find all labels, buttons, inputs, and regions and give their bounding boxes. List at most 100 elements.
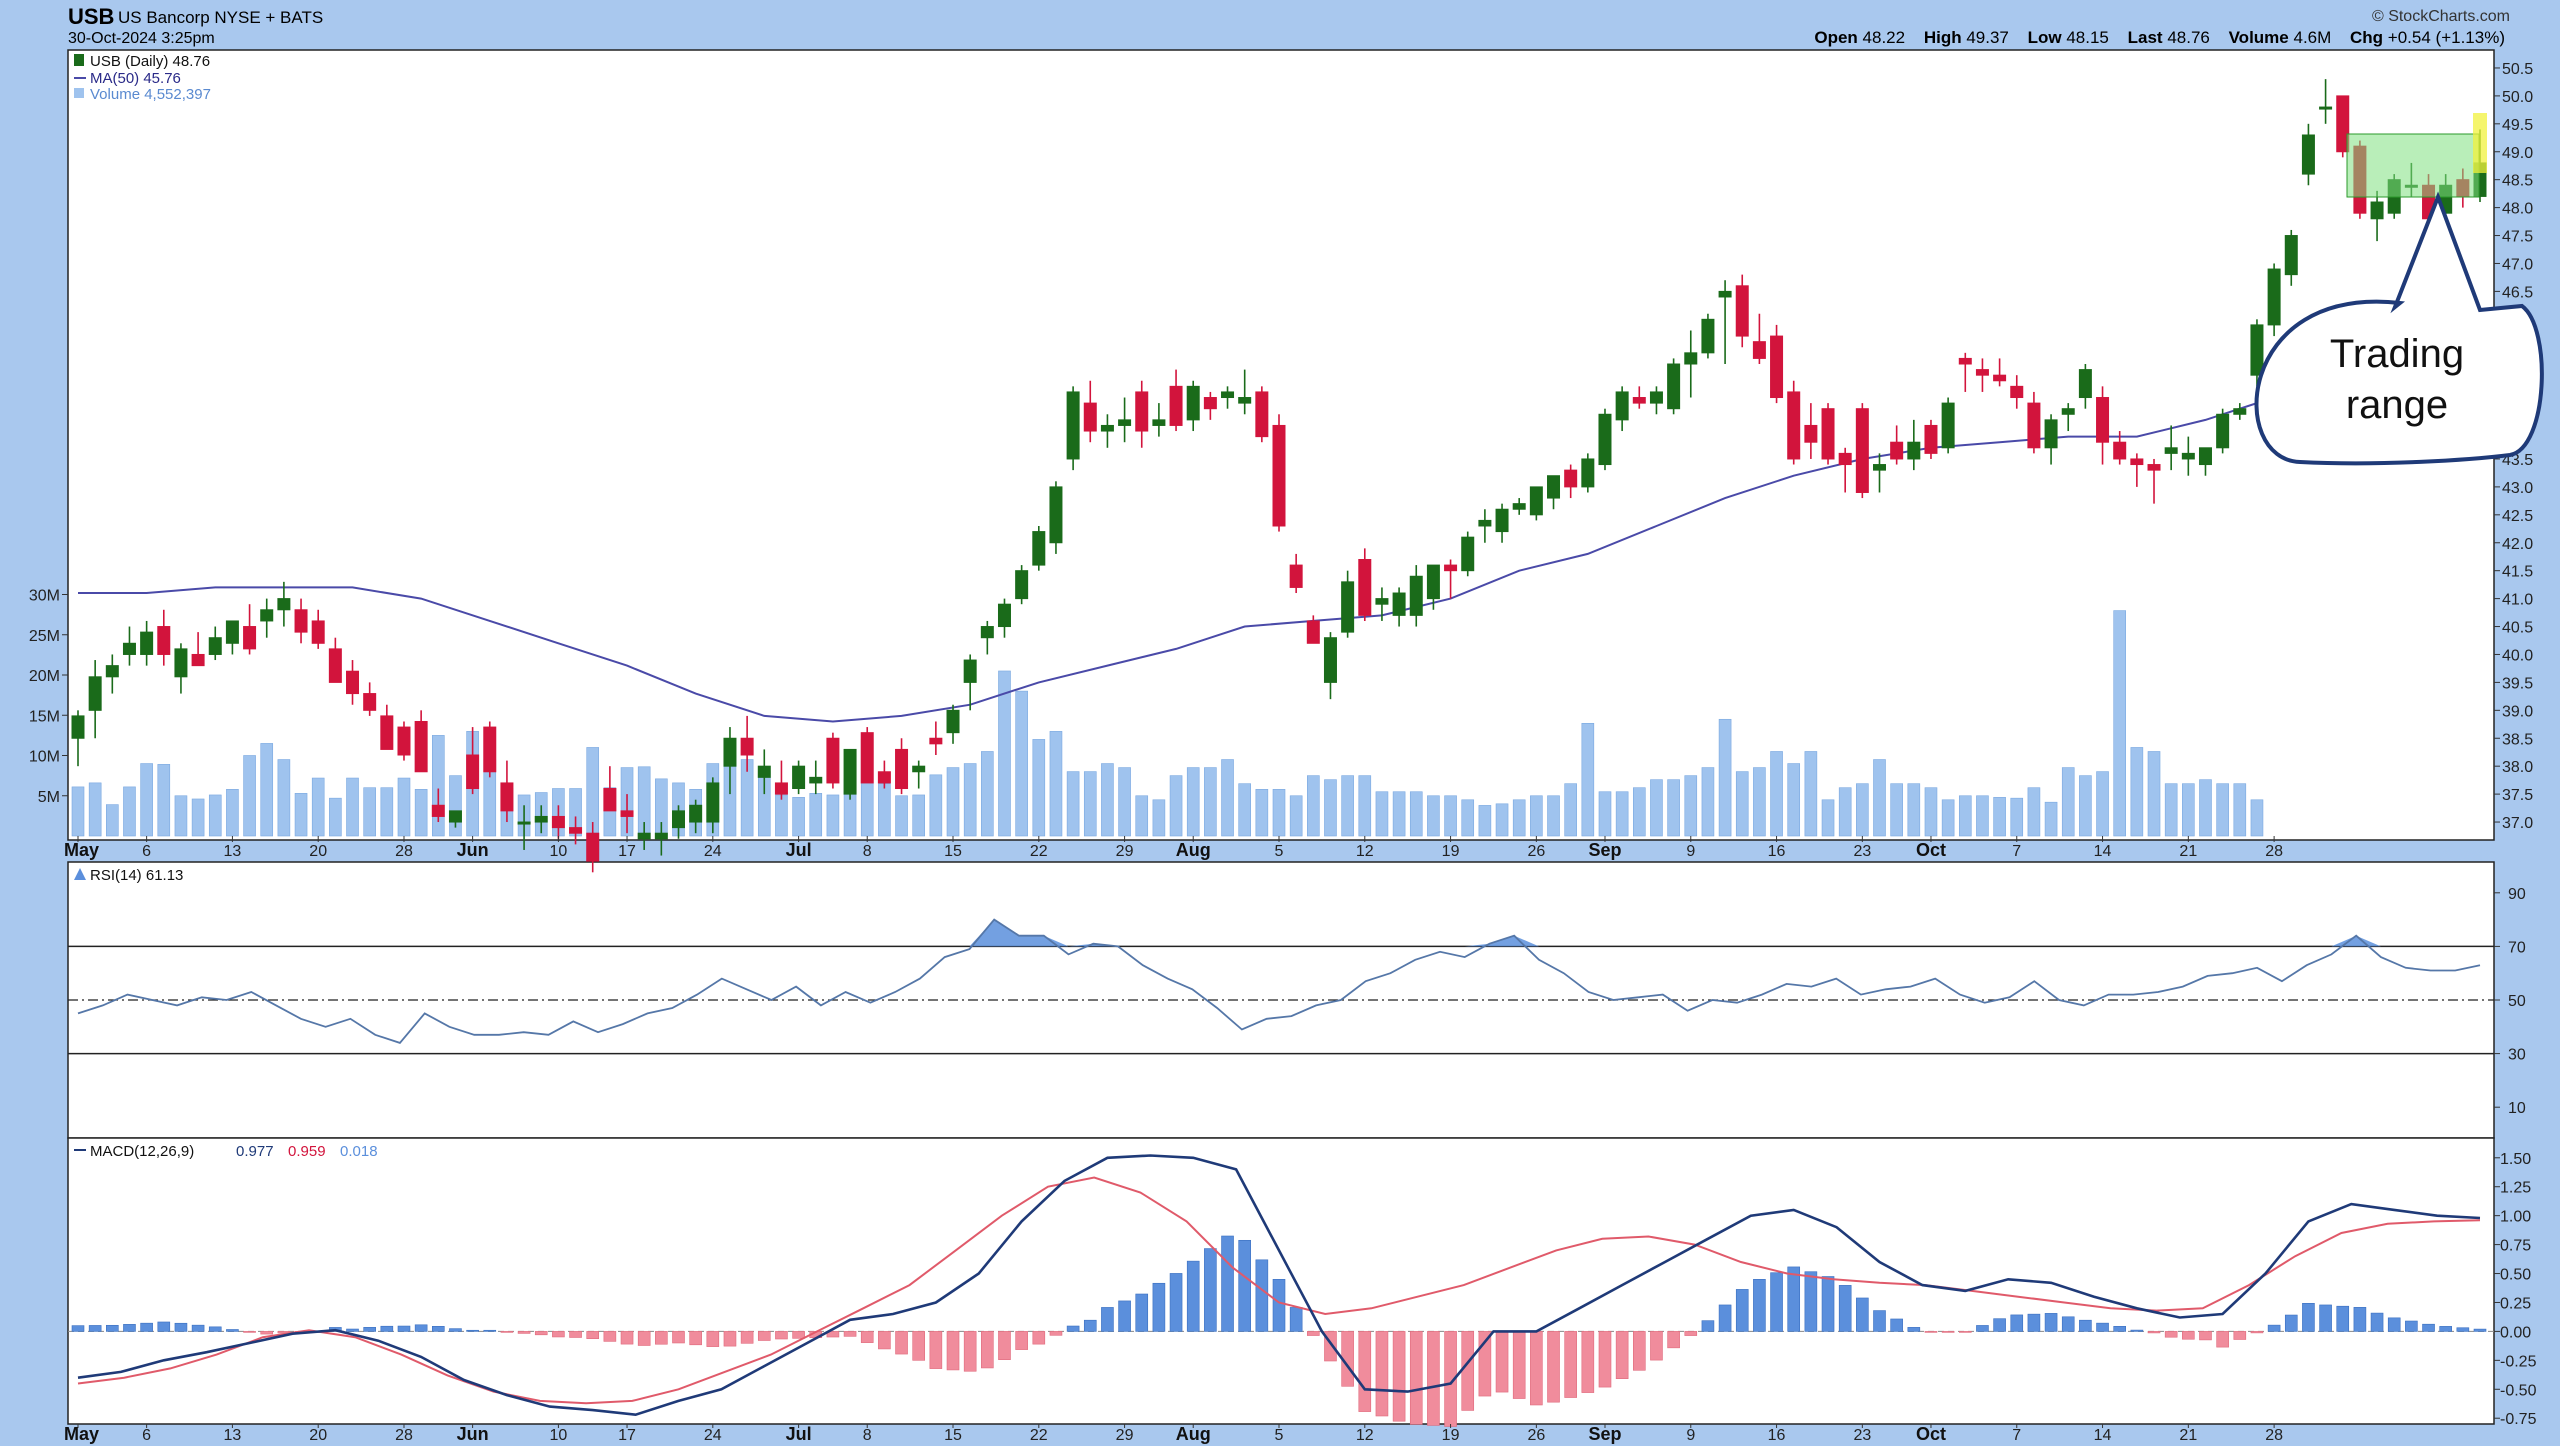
price-tick-label: 41.5 (2502, 564, 2533, 581)
candle-body (140, 631, 154, 655)
macd-hist-bar (2456, 1327, 2470, 1332)
macd-hist-bar (243, 1331, 256, 1333)
date-tick-label: 6 (142, 843, 151, 860)
volume-bar (1083, 771, 1097, 837)
date-tick-label: 5 (1275, 843, 1284, 860)
candle-body (517, 821, 531, 825)
macd-hist-bar (449, 1328, 462, 1332)
macd-hist-bar (2199, 1331, 2212, 1341)
volume-bar (981, 751, 994, 837)
date-tick-label: 12 (1356, 843, 1374, 860)
macd-tick-label: 1.50 (2500, 1151, 2531, 1168)
date-tick-label: 24 (704, 843, 722, 860)
macd-hist-bar (2422, 1323, 2435, 1332)
volume-bar (1684, 775, 1698, 837)
callout-bubble (2254, 191, 2544, 466)
volume-bar (1427, 795, 1440, 837)
date-tick-label: 8 (863, 1427, 872, 1444)
candle-body (448, 810, 462, 823)
volume-bar (1324, 779, 1337, 837)
macd-hist-bar (500, 1331, 514, 1333)
macd-hist-bar (1993, 1318, 2006, 1332)
macd-hist-bar (1547, 1331, 1560, 1403)
macd-hist-bar (1821, 1276, 1835, 1332)
ma50-line (78, 357, 2395, 723)
volume-bar (1993, 797, 2006, 837)
macd-hist-bar (1512, 1331, 1526, 1399)
candle-body (311, 620, 325, 644)
candle-body (1684, 352, 1698, 365)
volume-bar (1890, 783, 1903, 837)
volume-bar (1255, 789, 1269, 837)
candle-body (603, 788, 617, 812)
volume-bar (1821, 799, 1835, 837)
macd-hist-bar (534, 1331, 548, 1336)
candle-body (895, 748, 909, 790)
candle-body (191, 653, 205, 667)
macd-hist-bar (981, 1331, 994, 1369)
macd-hist-bar (106, 1324, 119, 1332)
brand-label[interactable]: © StockCharts.com (2371, 8, 2510, 25)
macd-hist-bar (1238, 1239, 1251, 1332)
company-name: US Bancorp NYSE + BATS (118, 8, 324, 27)
macd-hist-bar (1581, 1331, 1595, 1393)
date-tick-label: 28 (395, 1427, 413, 1444)
candle-body (980, 626, 994, 639)
macd-hist-bar (963, 1331, 977, 1372)
volume-bar (1066, 771, 1080, 837)
macd-hist-bar (2319, 1304, 2332, 1332)
candle-body (1890, 441, 1904, 460)
volume-bar (1341, 775, 1354, 837)
macd-hist-bar (226, 1329, 239, 1332)
volume-bar (277, 759, 291, 837)
macd-hist-bar (363, 1327, 376, 1332)
macd-hist-bar (2164, 1331, 2178, 1338)
candle-body (380, 715, 394, 750)
candle-body (2147, 464, 2161, 471)
macd-hist-bar (1427, 1331, 1440, 1426)
macd-hist-bar (2267, 1324, 2281, 1332)
date-tick-label: 10 (550, 1427, 568, 1444)
candle-body (723, 737, 737, 767)
candle-body (1306, 620, 1320, 644)
ma50-path (78, 357, 2395, 723)
candle-body (946, 709, 960, 734)
date-tick-label: 17 (618, 1427, 636, 1444)
volume-bar (946, 767, 960, 837)
macd-hist-bar (260, 1331, 274, 1335)
volume-bar (1444, 795, 1457, 837)
candle-body (1512, 503, 1526, 510)
macd-hist-bar (1856, 1297, 1869, 1332)
macd-hist-bar (2147, 1331, 2161, 1334)
candle-body (877, 771, 891, 784)
volume-bar (1118, 767, 1131, 837)
candle-body (1461, 536, 1475, 572)
macd-hist-bar (2473, 1328, 2487, 1332)
macd-hist-bar (1409, 1331, 1423, 1425)
macd-hist-bar (517, 1331, 531, 1334)
macd-hist-bar (123, 1324, 136, 1332)
candle-body (1941, 402, 1955, 449)
macd-hist-bar (1101, 1307, 1114, 1332)
macd-hist-bar (1873, 1310, 1886, 1332)
price-tick-label: 47.0 (2502, 256, 2533, 273)
candle-body (2181, 452, 2195, 460)
volume-bar (2061, 767, 2075, 837)
date-axis: May May 6 6 13 13 20 20 28 28 Jun Jun 10 10 17 17 24 24 Ju… (64, 836, 2283, 1444)
chg-label: Chg (2350, 28, 2384, 47)
price-tick-label: 37.5 (2502, 787, 2533, 804)
macd-hist-bar (1032, 1331, 1046, 1345)
candle-body (225, 620, 239, 644)
macd-hist-bar (603, 1331, 617, 1342)
candle-body (551, 815, 565, 829)
candle-body (431, 804, 445, 817)
date-tick-label: 12 (1356, 1427, 1374, 1444)
macd-hist-bar (346, 1328, 359, 1332)
volume-bar (1530, 795, 1543, 837)
candle-body (2164, 447, 2178, 454)
rsi-legend: RSI(14) 61.13 (74, 867, 183, 884)
date-tick-label: 23 (1853, 1427, 1871, 1444)
callout-line2: range (2346, 383, 2448, 427)
volume-bar (1718, 718, 1732, 837)
